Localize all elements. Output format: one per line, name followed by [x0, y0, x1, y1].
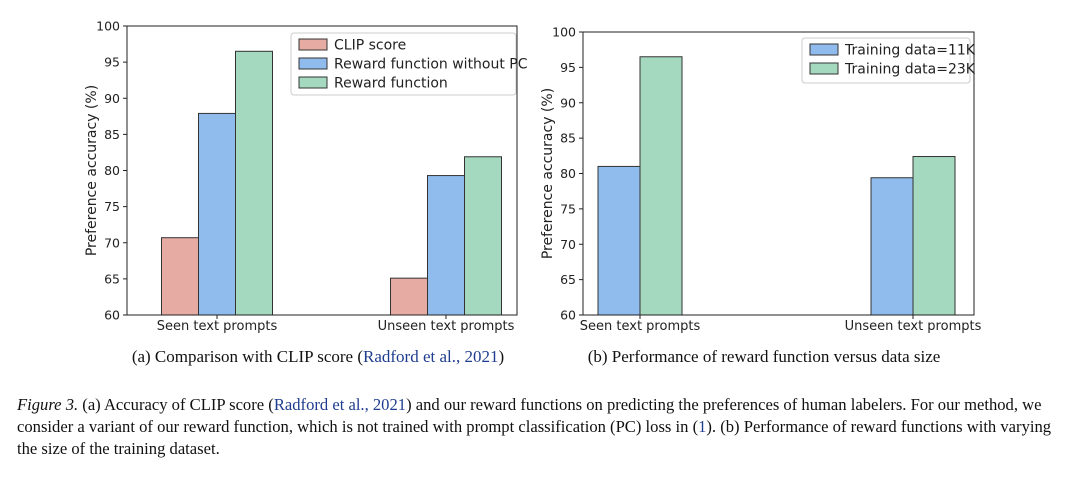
bar-0-2	[235, 50, 273, 316]
bar-1-0	[390, 277, 428, 316]
caption-equation-link[interactable]: 1	[698, 417, 707, 436]
bar-0-1	[198, 112, 236, 316]
caption-text-3: ). (b) Performance of reward functions w…	[17, 417, 1052, 458]
subcaption-citation-link[interactable]: Radford et al., 2021	[363, 347, 499, 366]
bar-1-0	[870, 177, 914, 316]
bar-1-2	[464, 156, 502, 316]
x-tick-label: Seen text prompts	[157, 319, 278, 334]
subcaption-text: (a) Comparison with CLIP score (	[132, 347, 364, 366]
y-axis-label: Preference accuracy (%)	[540, 88, 556, 259]
bar-0-0	[161, 237, 199, 316]
y-tick-label: 95	[560, 60, 576, 75]
legend-box	[290, 32, 517, 96]
legend-label: Reward function	[334, 76, 448, 92]
y-tick-label: 60	[560, 308, 576, 323]
legend-swatch	[298, 38, 328, 51]
y-tick-label: 90	[104, 91, 120, 106]
y-tick-label: 75	[560, 201, 576, 216]
bar-1-1	[427, 175, 465, 316]
caption-text-2: ) and our reward functions on predicting…	[17, 395, 1042, 436]
caption-text-1: (a) Accuracy of CLIP score (	[78, 395, 274, 414]
x-tick-label: Unseen text prompts	[845, 319, 982, 334]
bar-0-1	[639, 56, 683, 316]
legend-label: Training data=23K	[844, 62, 976, 78]
y-tick-label: 100	[552, 25, 576, 40]
legend-swatch	[298, 57, 328, 70]
legend-swatch	[298, 76, 328, 89]
y-tick-label: 80	[104, 163, 120, 178]
legend-swatch	[809, 62, 839, 75]
bar-0-0	[597, 165, 641, 316]
figure-caption: Figure 3. (a) Accuracy of CLIP score (Ra…	[17, 394, 1067, 460]
y-tick-label: 65	[104, 271, 120, 286]
y-tick-label: 75	[104, 199, 120, 214]
legend-label: Reward function without PC	[334, 57, 528, 73]
y-tick-label: 85	[560, 131, 576, 146]
y-tick-label: 65	[560, 272, 576, 287]
y-axis-label: Preference accuracy (%)	[84, 85, 100, 256]
legend-label: CLIP score	[334, 38, 406, 54]
y-tick-label: 70	[104, 235, 120, 250]
chart-panel-b: 60 65 70 75 80 85 90 95 100 Seen text prompts Unse…	[540, 25, 982, 367]
legend-box	[801, 37, 971, 84]
y-tick-label: 70	[560, 237, 576, 252]
y-tick-label: 90	[560, 95, 576, 110]
y-tick-label: 60	[104, 308, 120, 323]
y-tick-label: 85	[104, 127, 120, 142]
y-tick-label: 100	[96, 19, 120, 34]
subcaption-text-end: )	[499, 347, 505, 366]
x-tick-label: Unseen text prompts	[378, 319, 515, 334]
caption-citation-link[interactable]: Radford et al., 2021	[273, 395, 407, 414]
subcaption: (b) Performance of reward function versu…	[588, 347, 941, 366]
bar-1-1	[912, 156, 956, 316]
y-tick-label: 80	[560, 166, 576, 181]
chart-panel-a: 60 65 70 75 80 85 90 95 100 Seen text prompts Unse…	[84, 19, 528, 367]
caption-label: Figure 3.	[17, 395, 79, 414]
figure: 60 65 70 75 80 85 90 95 100 Seen text prompts Unse…	[84, 19, 982, 367]
legend-label: Training data=11K	[844, 43, 976, 59]
y-tick-label: 95	[104, 55, 120, 70]
x-tick-label: Seen text prompts	[580, 319, 701, 334]
subcaption-text: (b) Performance of reward function versu…	[588, 347, 941, 366]
legend-swatch	[809, 43, 839, 56]
subcaption: (a) Comparison with CLIP score (Radford …	[132, 347, 504, 366]
